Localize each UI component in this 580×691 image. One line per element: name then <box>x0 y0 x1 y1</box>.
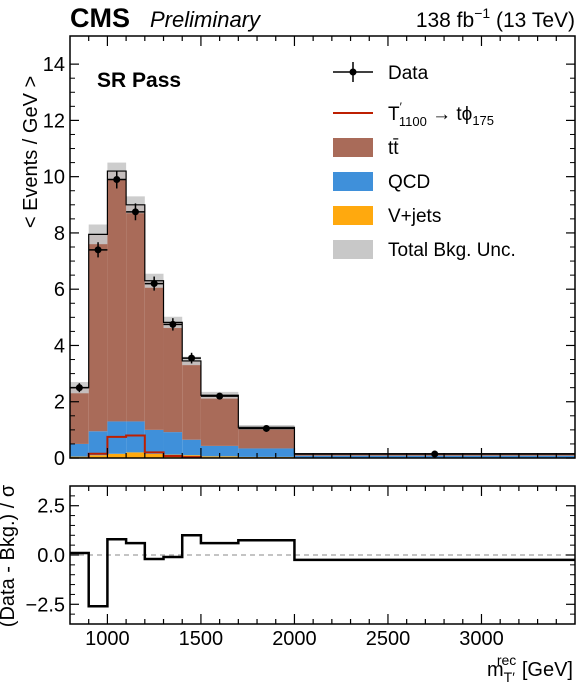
data-point <box>126 203 145 221</box>
bar-qcd <box>238 448 295 457</box>
bar-ttbar <box>163 322 183 433</box>
x-tick-label: 2000 <box>272 628 317 650</box>
data-point <box>294 450 575 458</box>
legend-label-signal: T′ 1100 → tϕ175 <box>388 100 494 129</box>
ratio-panel: −2.5 0.0 2.5 1000 1500 2000 2500 3000 (Data - … <box>0 484 576 685</box>
data-point <box>88 242 108 258</box>
legend-label-ttbar: tt̄ <box>388 138 399 159</box>
bar-qcd <box>144 429 164 454</box>
data-point <box>238 424 295 432</box>
region-label: SR Pass <box>97 69 181 92</box>
ratio-y-tick-label: 2.5 <box>37 496 65 518</box>
legend-swatch-ttbar <box>333 138 373 157</box>
legend-entry-unc: Total Bkg. Unc. <box>333 240 516 261</box>
bar-qcd <box>88 431 108 456</box>
main-y-tick-label: 6 <box>54 279 65 301</box>
legend-entry-data: Data <box>333 62 429 84</box>
legend-swatch-qcd <box>333 172 373 191</box>
stacked-histogram <box>70 171 575 458</box>
experiment-label: CMS <box>70 3 130 33</box>
x-tick-label: 1500 <box>179 628 224 650</box>
x-tick-label: 1000 <box>85 628 130 650</box>
legend-label-unc: Total Bkg. Unc. <box>388 240 516 261</box>
bar-vjets <box>107 453 127 458</box>
main-y-tick-label: 2 <box>54 392 65 414</box>
bar-ttbar <box>88 234 108 432</box>
legend-label-vjets: V+jets <box>388 206 441 227</box>
data-point <box>200 392 239 400</box>
ratio-y-ticks: −2.5 0.0 2.5 <box>26 495 575 616</box>
ratio-y-tick-label: −2.5 <box>26 594 65 616</box>
main-x-ticks <box>88 36 557 458</box>
bar-qcd <box>182 439 201 456</box>
legend-label-data: Data <box>388 63 429 84</box>
bar-ttbar <box>144 280 164 430</box>
bar-ttbar <box>238 427 295 449</box>
status-label: Preliminary <box>150 7 262 32</box>
main-y-tick-label: 10 <box>43 167 65 189</box>
legend-entry-ttbar: tt̄ <box>333 138 399 159</box>
main-y-axis-label: < Events / GeV > <box>20 76 42 228</box>
x-tick-label: 2500 <box>366 628 411 650</box>
legend-entry-signal: T′ 1100 → tϕ175 <box>333 100 494 129</box>
total-background-outline <box>70 170 575 455</box>
x-tick-label: 3000 <box>459 628 504 650</box>
ratio-y-axis-label: (Data - Bkg.) / σ <box>0 484 19 627</box>
x-axis-label: mT′rec [GeV] <box>487 652 573 685</box>
main-y-tick-label: 0 <box>54 448 65 470</box>
data-points <box>70 170 575 458</box>
bar-qcd <box>126 421 145 453</box>
lumi-label: 138 fb−1 (13 TeV) <box>416 5 575 32</box>
bar-qcd <box>163 432 183 455</box>
legend-swatch-unc <box>333 240 373 259</box>
bar-ttbar <box>200 395 239 446</box>
bar-vjets <box>126 452 145 458</box>
bar-ttbar <box>182 360 201 440</box>
legend-entry-qcd: QCD <box>333 172 430 193</box>
data-point <box>163 318 183 331</box>
legend-swatch-vjets <box>333 206 373 225</box>
main-y-ticks: 0 2 4 6 8 10 12 14 <box>43 54 575 470</box>
main-y-tick-label: 8 <box>54 223 65 245</box>
bar-qcd <box>200 445 239 457</box>
main-y-tick-label: 12 <box>43 110 65 132</box>
data-point <box>182 352 201 364</box>
ratio-y-tick-label: 0.0 <box>37 545 65 567</box>
legend: Data T′ 1100 → tϕ175 tt̄ QCD V+jets Total… <box>333 62 516 261</box>
bar-vjets <box>144 453 164 458</box>
main-panel: 0 2 4 6 8 10 12 14 < Events / GeV > SR Pass Dat… <box>20 35 576 470</box>
ratio-x-ticks: 1000 1500 2000 2500 3000 <box>85 486 557 650</box>
data-point <box>144 276 164 291</box>
legend-entry-vjets: V+jets <box>333 206 441 227</box>
ratio-step-line <box>70 534 575 608</box>
bar-ttbar <box>126 204 145 422</box>
bar-ttbar <box>107 171 127 422</box>
legend-label-qcd: QCD <box>388 172 430 193</box>
main-y-tick-label: 14 <box>43 54 65 76</box>
bar-qcd <box>70 443 89 457</box>
bar-vjets <box>88 455 108 458</box>
data-point <box>107 170 127 189</box>
main-y-tick-label: 4 <box>54 335 65 357</box>
